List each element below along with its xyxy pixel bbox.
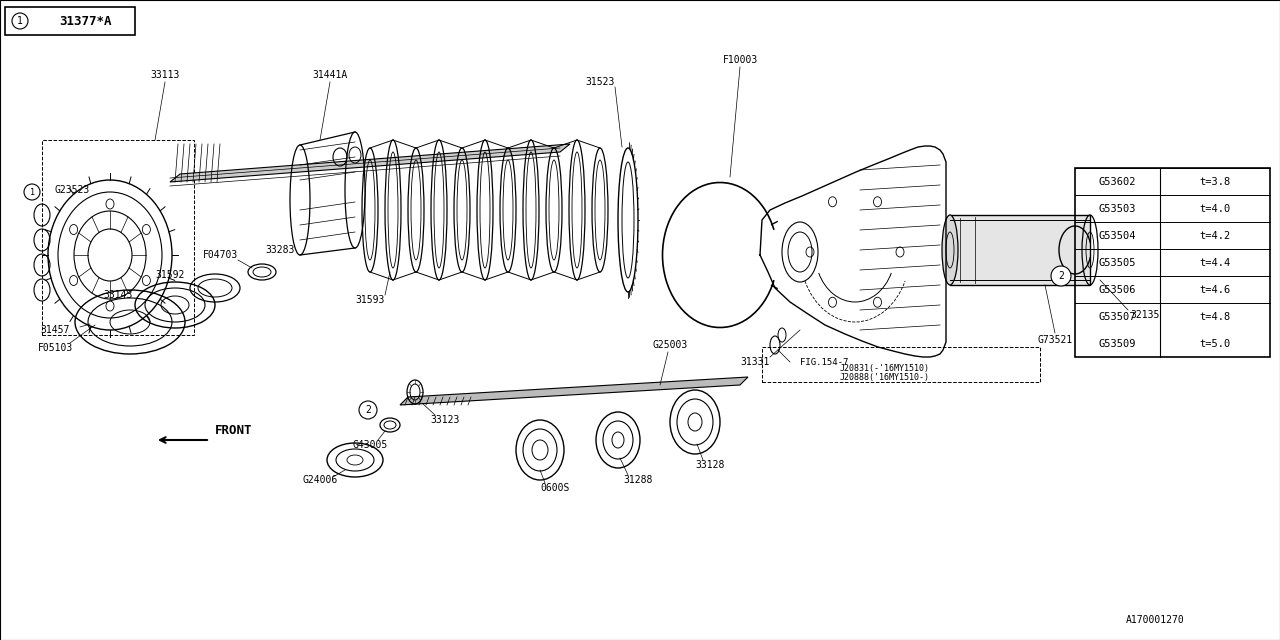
Bar <box>950 215 1091 285</box>
Text: 31523: 31523 <box>585 77 614 87</box>
Circle shape <box>1051 266 1071 286</box>
Circle shape <box>24 184 40 200</box>
Text: J20888('16MY1510-): J20888('16MY1510-) <box>840 372 931 381</box>
Text: G53507: G53507 <box>1098 312 1137 321</box>
Text: 33123: 33123 <box>430 415 460 425</box>
Text: G23523: G23523 <box>54 185 90 195</box>
Text: 33113: 33113 <box>150 70 179 80</box>
Bar <box>762 347 1039 382</box>
Text: 33128: 33128 <box>695 460 724 470</box>
Text: 33143: 33143 <box>104 290 133 300</box>
Text: 0600S: 0600S <box>540 483 570 493</box>
Ellipse shape <box>942 215 957 285</box>
Text: t=4.6: t=4.6 <box>1199 285 1230 294</box>
Text: J20831(-'16MY1510): J20831(-'16MY1510) <box>840 364 931 372</box>
Text: 31457: 31457 <box>40 325 69 335</box>
Text: G53505: G53505 <box>1098 257 1137 268</box>
Text: t=3.8: t=3.8 <box>1199 177 1230 186</box>
Text: t=4.2: t=4.2 <box>1199 230 1230 241</box>
Text: 1: 1 <box>29 188 35 196</box>
Text: 33283: 33283 <box>265 245 294 255</box>
Text: t=4.0: t=4.0 <box>1199 204 1230 214</box>
Text: 1: 1 <box>17 16 23 26</box>
Text: 2: 2 <box>1059 271 1064 281</box>
Polygon shape <box>401 377 748 405</box>
Text: A170001270: A170001270 <box>1125 615 1184 625</box>
Text: G25003: G25003 <box>653 340 687 350</box>
Text: 32135: 32135 <box>1130 310 1160 320</box>
Text: 31593: 31593 <box>356 295 385 305</box>
Text: 31592: 31592 <box>155 270 184 280</box>
Text: G24006: G24006 <box>302 475 338 485</box>
Text: t=4.4: t=4.4 <box>1199 257 1230 268</box>
Text: 31441A: 31441A <box>312 70 348 80</box>
Text: G53504: G53504 <box>1098 230 1137 241</box>
Text: 31288: 31288 <box>623 475 653 485</box>
Text: G53506: G53506 <box>1098 285 1137 294</box>
Text: G53602: G53602 <box>1098 177 1137 186</box>
Text: 2: 2 <box>365 405 371 415</box>
Text: G53503: G53503 <box>1098 204 1137 214</box>
Bar <box>42 140 195 335</box>
Text: FRONT: FRONT <box>215 424 252 436</box>
Polygon shape <box>170 144 570 182</box>
Text: F04703: F04703 <box>202 250 238 260</box>
Bar <box>1075 168 1270 357</box>
Text: F05103: F05103 <box>37 343 73 353</box>
Text: t=4.8: t=4.8 <box>1199 312 1230 321</box>
Text: G73521: G73521 <box>1037 335 1073 345</box>
Text: FIG.154-7: FIG.154-7 <box>800 358 849 367</box>
Text: 31377*A: 31377*A <box>59 15 111 28</box>
Circle shape <box>358 401 378 419</box>
Text: G43005: G43005 <box>352 440 388 450</box>
Text: 31331: 31331 <box>740 357 769 367</box>
Text: t=5.0: t=5.0 <box>1199 339 1230 349</box>
Text: F10003: F10003 <box>722 55 758 65</box>
Circle shape <box>12 13 28 29</box>
Bar <box>5 7 134 35</box>
Text: G53509: G53509 <box>1098 339 1137 349</box>
